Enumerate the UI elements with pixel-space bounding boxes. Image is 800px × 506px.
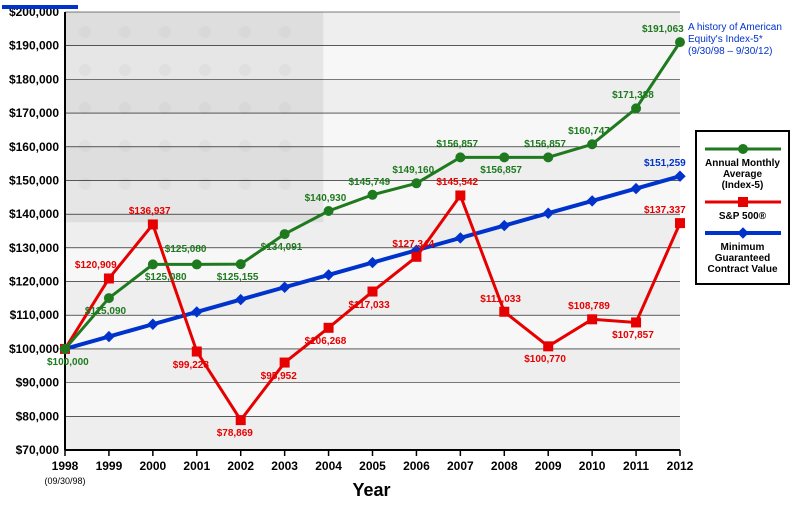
x-tick-label: 2012 — [667, 459, 694, 473]
y-tick-label: $90,000 — [16, 376, 60, 390]
x-tick-label: 2007 — [447, 459, 474, 473]
legend-label: Average — [701, 169, 784, 180]
y-tick-label: $170,000 — [9, 106, 59, 120]
legend-label: S&P 500® — [701, 211, 784, 222]
y-tick-label: $190,000 — [9, 39, 59, 53]
side-note: A history of American Equity's Index-5* … — [688, 22, 782, 58]
legend-marker — [701, 142, 784, 156]
flag-background — [65, 12, 680, 450]
legend-label: Guaranteed — [701, 253, 784, 264]
x-tick-label: 2004 — [315, 459, 342, 473]
side-note-line: (9/30/98 – 9/30/12) — [688, 46, 782, 58]
x-axis-title: Year — [353, 480, 391, 501]
y-tick-label: $80,000 — [16, 409, 60, 423]
x-tick-label: 2009 — [535, 459, 562, 473]
y-tick-label: $70,000 — [16, 443, 60, 457]
x-tick-label: 2002 — [227, 459, 254, 473]
y-tick-label: $150,000 — [9, 173, 59, 187]
x-tick-label: 2003 — [271, 459, 298, 473]
legend: Annual MonthlyAverage(Index-5) S&P 500® Mi… — [695, 130, 790, 285]
x-tick-label: 2006 — [403, 459, 430, 473]
y-tick-label: $120,000 — [9, 275, 59, 289]
y-tick-label: $180,000 — [9, 72, 59, 86]
x-tick-label: 1999 — [96, 459, 123, 473]
legend-label: Annual Monthly — [701, 158, 784, 169]
legend-label: Minimum — [701, 242, 784, 253]
x-start-note: (09/30/98) — [44, 476, 85, 486]
legend-marker — [701, 226, 784, 240]
chart-container: $70,000 $80,000 $90,000 $100,000 $110,000 $12… — [0, 0, 800, 501]
y-tick-label: $100,000 — [9, 342, 59, 356]
side-note-line: A history of American — [688, 22, 782, 34]
x-tick-label: 2008 — [491, 459, 518, 473]
y-tick-label: $130,000 — [9, 241, 59, 255]
x-tick-label: 2000 — [140, 459, 167, 473]
legend-marker — [701, 195, 784, 209]
y-tick-label: $160,000 — [9, 140, 59, 154]
y-tick-label: $140,000 — [9, 207, 59, 221]
legend-label: Contract Value — [701, 264, 784, 275]
chart-svg: $70,000 $80,000 $90,000 $100,000 $110,000 $12… — [0, 0, 800, 501]
x-tick-label: 1998 — [52, 459, 79, 473]
x-tick-label: 2011 — [623, 459, 649, 473]
x-tick-label: 2010 — [579, 459, 606, 473]
x-tick-label: 2005 — [359, 459, 386, 473]
x-tick-label: 2001 — [183, 459, 210, 473]
legend-label: (Index-5) — [701, 180, 784, 191]
y-tick-label: $110,000 — [10, 308, 60, 322]
side-note-line: Equity's Index-5* — [688, 34, 782, 46]
